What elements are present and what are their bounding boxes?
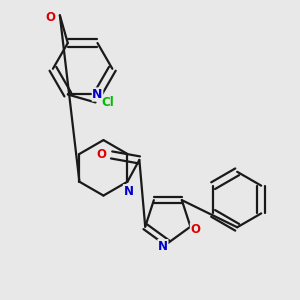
Text: N: N <box>92 88 103 101</box>
Text: N: N <box>124 185 134 198</box>
Text: O: O <box>45 11 55 24</box>
Text: O: O <box>190 223 200 236</box>
Text: N: N <box>158 240 168 253</box>
Text: O: O <box>97 148 107 161</box>
Text: Cl: Cl <box>101 96 114 109</box>
